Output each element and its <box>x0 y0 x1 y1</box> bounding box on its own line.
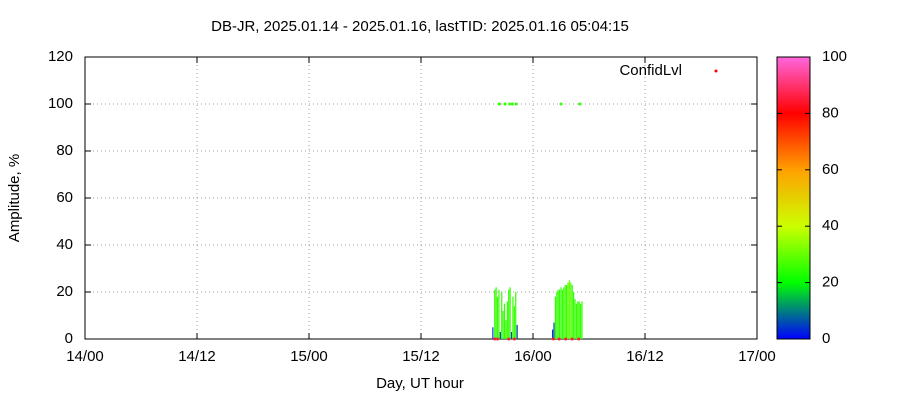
y-tick-label: 100 <box>48 95 73 112</box>
point <box>552 337 556 341</box>
point <box>564 337 568 341</box>
point <box>497 102 501 106</box>
point <box>493 337 497 341</box>
colorbar-tick-label: 100 <box>822 48 847 65</box>
x-tick-label: 17/00 <box>738 348 776 365</box>
colorbar <box>776 56 811 340</box>
legend-marker <box>714 69 718 73</box>
y-tick-label: 0 <box>65 330 73 347</box>
point <box>514 102 518 106</box>
point <box>557 337 561 341</box>
point <box>508 102 512 106</box>
colorbar-tick-label: 0 <box>822 330 830 347</box>
point <box>559 102 563 106</box>
x-tick-label: 14/00 <box>66 348 104 365</box>
x-axis-label: Day, UT hour <box>376 375 464 392</box>
x-tick-label: 15/12 <box>402 348 440 365</box>
x-tick-label: 16/12 <box>626 348 664 365</box>
colorbar-tick-label: 20 <box>822 274 839 291</box>
x-tick-label: 14/12 <box>178 348 216 365</box>
point <box>578 102 582 106</box>
y-tick-label: 40 <box>56 236 73 253</box>
point <box>570 337 574 341</box>
colorbar-tick-label: 80 <box>822 104 839 121</box>
y-axis-label: Amplitude, % <box>6 154 23 242</box>
point <box>577 337 581 341</box>
chart-title: DB-JR, 2025.01.14 - 2025.01.16, lastTID:… <box>211 18 629 35</box>
point <box>507 337 511 341</box>
point <box>503 102 507 106</box>
y-tick-label: 120 <box>48 48 73 65</box>
y-tick-label: 20 <box>56 283 73 300</box>
legend-label: ConfidLvl <box>619 62 682 79</box>
x-tick-label: 15/00 <box>290 348 328 365</box>
point <box>496 337 500 341</box>
x-tick-label: 16/00 <box>514 348 552 365</box>
point <box>512 337 516 341</box>
colorbar-tick-label: 40 <box>822 217 839 234</box>
colorbar-tick-label: 60 <box>822 161 839 178</box>
y-tick-label: 60 <box>56 189 73 206</box>
plot-frame <box>84 56 758 340</box>
point <box>510 102 514 106</box>
y-tick-label: 80 <box>56 142 73 159</box>
